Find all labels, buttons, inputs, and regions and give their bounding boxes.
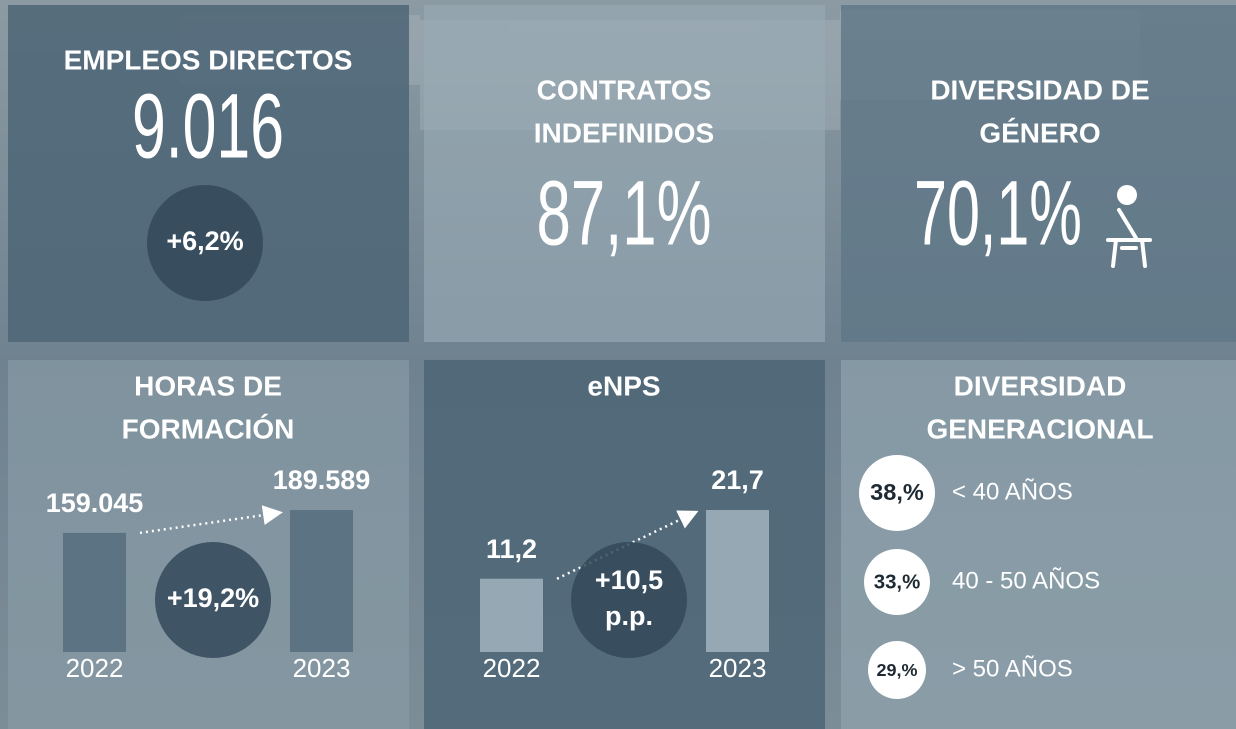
bar-value-label: 159.045: [46, 488, 144, 518]
bar: [480, 578, 543, 652]
person-icon-body: [1106, 208, 1152, 268]
kpi-value: 87,1%: [537, 162, 712, 264]
tile-title: INDEFINIDOS: [534, 117, 714, 148]
tile: [424, 5, 825, 342]
bar-value-label: 21,7: [711, 465, 764, 495]
tile: [841, 5, 1236, 342]
year-label: 2023: [293, 653, 351, 683]
age-bubble-label: 38,%: [870, 479, 924, 505]
tile-title: GENERACIONAL: [926, 413, 1153, 444]
tile-title: CONTRATOS: [537, 74, 712, 105]
age-bubble-label: 29,%: [877, 660, 918, 680]
change-badge: [147, 185, 263, 301]
age-bubble: [864, 549, 930, 615]
kpi-value: 70,1%: [914, 162, 1082, 264]
year-label: 2023: [709, 653, 767, 683]
tile-title: GÉNERO: [979, 117, 1100, 148]
tile-title: EMPLEOS DIRECTOS: [64, 44, 353, 75]
age-group-label: 40 - 50 AÑOS: [952, 567, 1100, 594]
tile-title: DIVERSIDAD DE: [930, 74, 1149, 105]
age-group-label: > 50 AÑOS: [952, 655, 1073, 682]
bar: [63, 532, 126, 652]
change-text: +19,2%: [167, 583, 259, 613]
age-group-label: < 40 AÑOS: [952, 478, 1073, 505]
kpi-value: 9.016: [132, 75, 284, 177]
bar: [290, 510, 353, 652]
change-badge: [155, 542, 271, 658]
change-text: +10,5: [595, 565, 663, 595]
tile-title: DIVERSIDAD: [954, 370, 1127, 401]
bar-value-label: 11,2: [486, 534, 537, 564]
age-bubble: [859, 455, 935, 531]
trend-arrow: [556, 510, 699, 580]
tile-title: eNPS: [587, 370, 660, 401]
year-label: 2022: [483, 653, 541, 683]
age-bubble-label: 33,%: [874, 570, 921, 593]
change-badge: [571, 542, 687, 658]
year-label: 2022: [66, 653, 124, 683]
bar: [706, 510, 769, 652]
tile-title: FORMACIÓN: [122, 413, 295, 444]
change-text: p.p.: [605, 601, 653, 631]
person-icon-head: [1117, 185, 1137, 205]
age-bubble: [868, 641, 926, 699]
change-text: +6,2%: [166, 226, 243, 256]
tile-title: HORAS DE: [134, 370, 282, 401]
bar-value-label: 189.589: [273, 465, 371, 495]
